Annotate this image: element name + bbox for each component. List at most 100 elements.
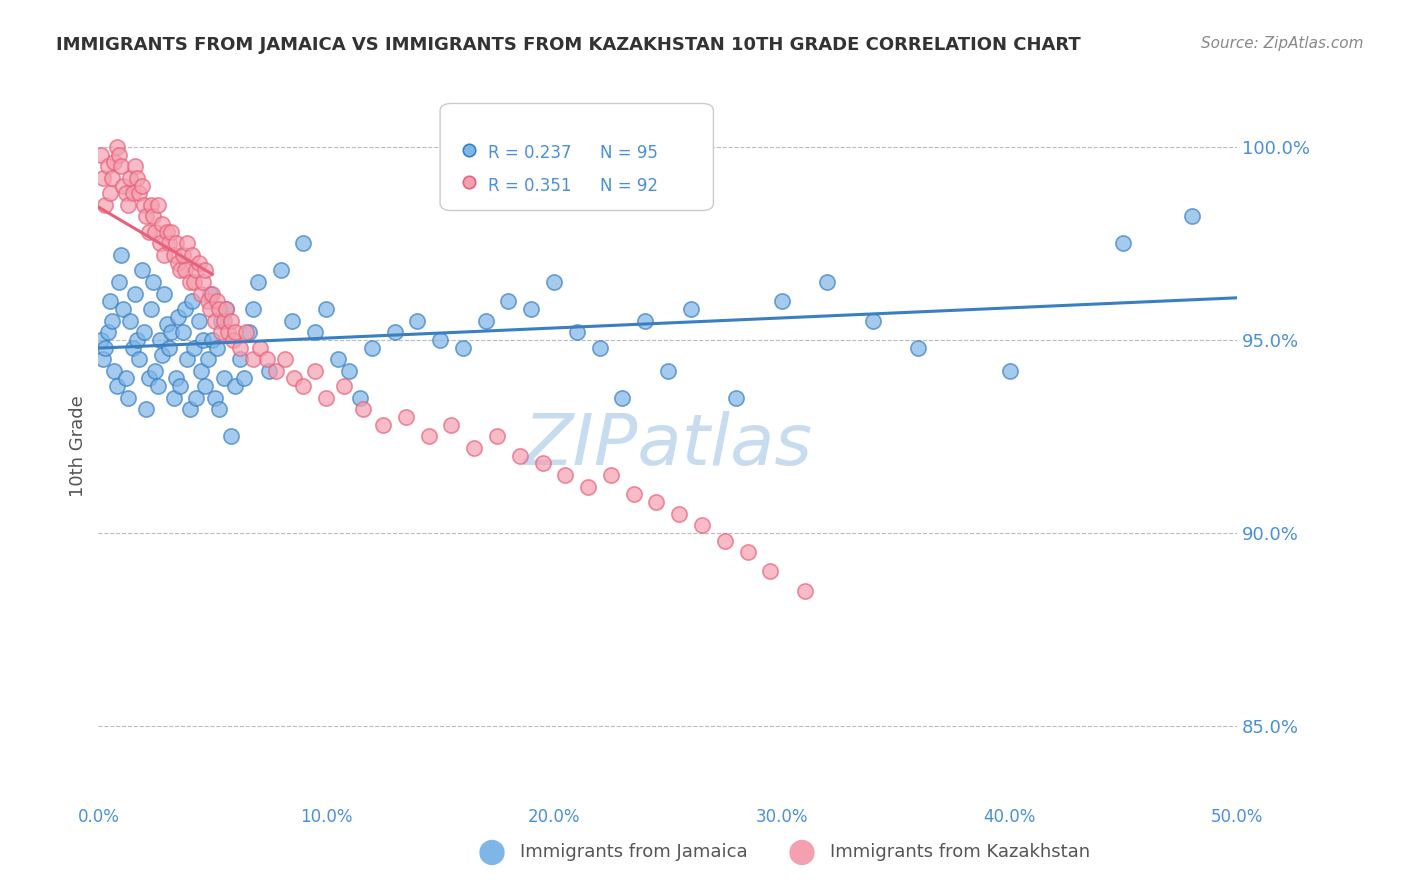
Immigrants from Jamaica: [169, 379, 191, 393]
Immigrants from Jamaica: [139, 301, 162, 316]
Immigrants from Kazakhstan: [201, 286, 224, 301]
Immigrants from Kazakhstan: [112, 178, 135, 193]
Immigrants from Kazakhstan: [371, 417, 394, 432]
Immigrants from Kazakhstan: [204, 313, 226, 327]
Immigrants from Jamaica: [180, 294, 202, 309]
Immigrants from Jamaica: [124, 286, 146, 301]
Immigrants from Kazakhstan: [145, 225, 167, 239]
Immigrants from Kazakhstan: [256, 352, 278, 367]
Immigrants from Kazakhstan: [160, 225, 183, 239]
Immigrants from Jamaica: [292, 236, 315, 251]
Immigrants from Jamaica: [90, 333, 112, 347]
Immigrants from Jamaica: [150, 348, 173, 362]
Immigrants from Kazakhstan: [209, 325, 232, 339]
Immigrants from Kazakhstan: [205, 294, 228, 309]
Immigrants from Kazakhstan: [179, 275, 201, 289]
Immigrants from Jamaica: [281, 313, 304, 327]
Immigrants from Jamaica: [315, 301, 337, 316]
Immigrants from Jamaica: [101, 313, 124, 327]
Immigrants from Jamaica: [162, 391, 184, 405]
Immigrants from Kazakhstan: [105, 140, 128, 154]
Immigrants from Jamaica: [815, 275, 838, 289]
Immigrants from Jamaica: [91, 352, 114, 367]
Immigrants from Jamaica: [233, 371, 256, 385]
Immigrants from Jamaica: [114, 371, 136, 385]
Text: N = 92: N = 92: [599, 177, 658, 194]
Immigrants from Kazakhstan: [110, 159, 132, 173]
Immigrants from Kazakhstan: [180, 248, 202, 262]
Immigrants from Jamaica: [862, 313, 884, 327]
Immigrants from Kazakhstan: [174, 263, 197, 277]
Immigrants from Kazakhstan: [554, 467, 576, 482]
Immigrants from Jamaica: [105, 379, 128, 393]
Immigrants from Jamaica: [108, 275, 131, 289]
Immigrants from Kazakhstan: [217, 325, 239, 339]
Text: Immigrants from Jamaica: Immigrants from Jamaica: [520, 843, 748, 861]
Immigrants from Kazakhstan: [274, 352, 297, 367]
Immigrants from Jamaica: [406, 313, 429, 327]
Immigrants from Kazakhstan: [162, 248, 184, 262]
Immigrants from Jamaica: [132, 325, 155, 339]
Immigrants from Kazakhstan: [304, 364, 326, 378]
Immigrants from Jamaica: [149, 333, 172, 347]
Immigrants from Jamaica: [194, 379, 217, 393]
Immigrants from Jamaica: [128, 352, 150, 367]
Immigrants from Kazakhstan: [138, 225, 160, 239]
Immigrants from Kazakhstan: [193, 275, 215, 289]
Immigrants from Kazakhstan: [121, 186, 143, 201]
Immigrants from Jamaica: [1181, 210, 1204, 224]
Immigrants from Jamaica: [770, 294, 793, 309]
Immigrants from Jamaica: [212, 371, 235, 385]
Immigrants from Jamaica: [209, 313, 232, 327]
Text: Immigrants from Kazakhstan: Immigrants from Kazakhstan: [830, 843, 1090, 861]
Immigrants from Kazakhstan: [169, 263, 191, 277]
Immigrants from Kazakhstan: [576, 479, 599, 493]
Immigrants from Jamaica: [117, 391, 139, 405]
Immigrants from Kazakhstan: [249, 341, 271, 355]
Immigrants from Kazakhstan: [219, 313, 242, 327]
Immigrants from Kazakhstan: [283, 371, 305, 385]
Immigrants from Jamaica: [384, 325, 406, 339]
Immigrants from Jamaica: [110, 248, 132, 262]
Immigrants from Kazakhstan: [215, 301, 238, 316]
Immigrants from Kazakhstan: [198, 301, 221, 316]
Text: ⬤: ⬤: [787, 839, 815, 864]
Immigrants from Jamaica: [131, 263, 153, 277]
Immigrants from Jamaica: [612, 391, 634, 405]
Immigrants from Kazakhstan: [128, 186, 150, 201]
Immigrants from Jamaica: [156, 318, 179, 332]
Immigrants from Jamaica: [224, 379, 246, 393]
Immigrants from Jamaica: [174, 301, 197, 316]
Immigrants from Kazakhstan: [139, 198, 162, 212]
Immigrants from Jamaica: [1112, 236, 1135, 251]
Immigrants from Kazakhstan: [153, 248, 176, 262]
Immigrants from Jamaica: [588, 341, 610, 355]
Text: ⬤: ⬤: [478, 839, 506, 864]
Immigrants from Jamaica: [112, 301, 135, 316]
Immigrants from Jamaica: [679, 301, 702, 316]
Immigrants from Jamaica: [120, 313, 142, 327]
Immigrants from Kazakhstan: [190, 286, 212, 301]
Text: IMMIGRANTS FROM JAMAICA VS IMMIGRANTS FROM KAZAKHSTAN 10TH GRADE CORRELATION CHA: IMMIGRANTS FROM JAMAICA VS IMMIGRANTS FR…: [56, 36, 1081, 54]
Immigrants from Jamaica: [98, 294, 121, 309]
Immigrants from Kazakhstan: [186, 263, 208, 277]
Immigrants from Kazakhstan: [222, 333, 245, 347]
Immigrants from Jamaica: [520, 301, 543, 316]
Immigrants from Jamaica: [197, 352, 219, 367]
Immigrants from Kazakhstan: [117, 198, 139, 212]
Immigrants from Jamaica: [474, 313, 496, 327]
Immigrants from Kazakhstan: [120, 170, 142, 185]
Immigrants from Kazakhstan: [90, 148, 112, 162]
Immigrants from Kazakhstan: [531, 456, 554, 470]
Immigrants from Jamaica: [219, 429, 242, 443]
Immigrants from Kazakhstan: [176, 236, 198, 251]
Immigrants from Kazakhstan: [103, 155, 125, 169]
Immigrants from Kazakhstan: [157, 236, 180, 251]
Immigrants from Jamaica: [157, 341, 180, 355]
Immigrants from Kazakhstan: [463, 441, 485, 455]
Immigrants from Kazakhstan: [224, 325, 246, 339]
Immigrants from Kazakhstan: [352, 402, 374, 417]
Immigrants from Kazakhstan: [668, 507, 690, 521]
Immigrants from Jamaica: [498, 294, 520, 309]
Immigrants from Jamaica: [201, 333, 224, 347]
